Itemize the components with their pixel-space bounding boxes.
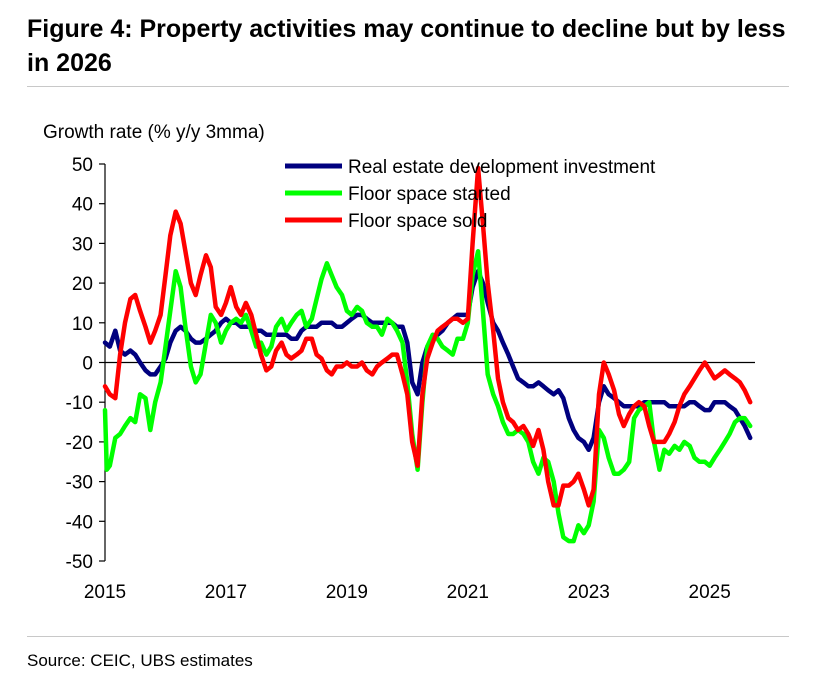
source-note: Source: CEIC, UBS estimates — [27, 651, 253, 670]
y-tick-label: 50 — [72, 155, 93, 176]
x-tick-label: 2015 — [84, 582, 126, 603]
chart-series — [102, 165, 753, 544]
y-tick-label: 10 — [72, 314, 93, 335]
y-tick-label: 40 — [72, 195, 93, 216]
x-tick-label: 2023 — [568, 582, 610, 603]
y-tick-label: 20 — [72, 274, 93, 295]
x-tick-label: 2017 — [205, 582, 247, 603]
x-axis-ticks: 2015 2017 2019 2021 2023 2025 — [84, 582, 731, 603]
y-tick-label: 0 — [82, 354, 93, 375]
chart-legend: Real estate development investment Floor … — [285, 157, 656, 232]
legend-label-2: Floor space sold — [348, 211, 487, 232]
y-tick-label: -10 — [66, 393, 93, 414]
y-axis-ticks: 50 40 30 20 10 0 -10 -20 -30 -40 -50 — [66, 155, 105, 573]
x-tick-label: 2025 — [689, 582, 731, 603]
y-tick-label: -20 — [66, 433, 93, 454]
x-tick-label: 2021 — [447, 582, 489, 603]
series-line-2 — [102, 165, 753, 508]
y-tick-label: -40 — [66, 512, 93, 533]
legend-label-0: Real estate development investment — [348, 157, 656, 178]
y-tick-label: -30 — [66, 473, 93, 494]
y-axis-label: Growth rate (% y/y 3mma) — [43, 122, 265, 143]
series-line-1 — [102, 249, 753, 544]
footer-divider — [27, 636, 789, 637]
legend-label-1: Floor space started — [348, 184, 511, 205]
x-tick-label: 2019 — [326, 582, 368, 603]
title-divider — [27, 86, 789, 87]
y-tick-label: -50 — [66, 552, 93, 573]
y-tick-label: 30 — [72, 234, 93, 255]
figure-title: Figure 4: Property activities may contin… — [27, 15, 786, 77]
